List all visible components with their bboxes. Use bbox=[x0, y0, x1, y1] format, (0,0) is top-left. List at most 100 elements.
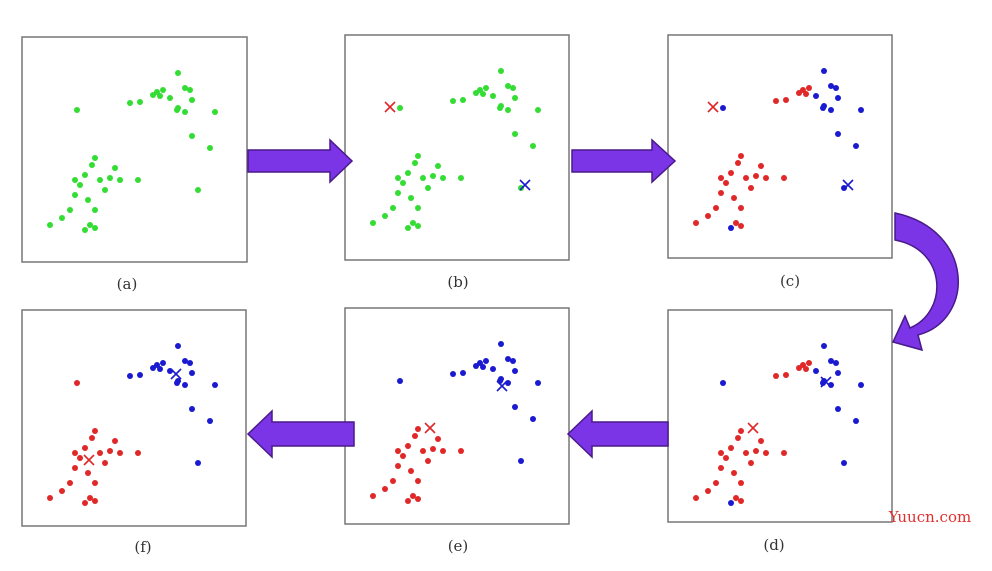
dot bbox=[763, 450, 769, 456]
dot bbox=[397, 105, 403, 111]
dot bbox=[390, 205, 396, 211]
dot bbox=[405, 443, 411, 449]
dot bbox=[720, 105, 726, 111]
dot bbox=[412, 160, 418, 166]
dot bbox=[415, 205, 421, 211]
dot bbox=[480, 364, 486, 370]
dot bbox=[390, 478, 396, 484]
panel-label: (a) bbox=[117, 275, 138, 293]
dot bbox=[189, 370, 195, 376]
dot bbox=[157, 366, 163, 372]
dot bbox=[400, 180, 406, 186]
dot bbox=[853, 143, 859, 149]
dot bbox=[408, 468, 414, 474]
dot bbox=[535, 107, 541, 113]
dot bbox=[713, 205, 719, 211]
dot bbox=[728, 445, 734, 451]
dots bbox=[47, 68, 864, 506]
dot bbox=[440, 448, 446, 454]
dot bbox=[803, 366, 809, 372]
dot bbox=[72, 450, 78, 456]
dot bbox=[828, 107, 834, 113]
dot bbox=[82, 172, 88, 178]
watermark: Yuucn.com bbox=[888, 508, 971, 526]
dot bbox=[483, 358, 489, 364]
dot bbox=[107, 175, 113, 181]
panel-label: (d) bbox=[763, 536, 784, 554]
dot bbox=[497, 105, 503, 111]
dot bbox=[733, 220, 739, 226]
dot bbox=[483, 85, 489, 91]
dot bbox=[853, 418, 859, 424]
dot bbox=[370, 220, 376, 226]
dot bbox=[738, 153, 744, 159]
dot bbox=[833, 360, 839, 366]
dot bbox=[87, 495, 93, 501]
centroid bbox=[170, 368, 182, 380]
dot bbox=[773, 98, 779, 104]
dot bbox=[530, 143, 536, 149]
dot bbox=[127, 373, 133, 379]
dot bbox=[505, 107, 511, 113]
dot bbox=[758, 438, 764, 444]
dot bbox=[518, 458, 524, 464]
dot bbox=[382, 213, 388, 219]
dot bbox=[748, 185, 754, 191]
centroid bbox=[384, 101, 396, 113]
panel-label: (e) bbox=[448, 537, 469, 555]
dot bbox=[738, 205, 744, 211]
dot bbox=[175, 70, 181, 76]
dot bbox=[435, 163, 441, 169]
dot bbox=[806, 360, 812, 366]
dot bbox=[420, 448, 426, 454]
dot bbox=[473, 363, 479, 369]
dot bbox=[92, 155, 98, 161]
panel-label: (b) bbox=[447, 273, 468, 291]
dot bbox=[127, 100, 133, 106]
dot bbox=[731, 470, 737, 476]
dot bbox=[92, 480, 98, 486]
dot bbox=[182, 85, 188, 91]
dot bbox=[207, 145, 213, 151]
dot bbox=[535, 380, 541, 386]
dot bbox=[92, 498, 98, 504]
dot bbox=[512, 404, 518, 410]
dot bbox=[813, 93, 819, 99]
dot bbox=[512, 368, 518, 374]
dot bbox=[723, 180, 729, 186]
dot bbox=[728, 225, 734, 231]
dot bbox=[835, 370, 841, 376]
dot bbox=[405, 225, 411, 231]
dot bbox=[835, 131, 841, 137]
dot bbox=[440, 175, 446, 181]
dot bbox=[89, 435, 95, 441]
dot bbox=[415, 496, 421, 502]
dot bbox=[370, 493, 376, 499]
dot bbox=[718, 175, 724, 181]
dot bbox=[738, 223, 744, 229]
dot bbox=[72, 465, 78, 471]
dot bbox=[400, 453, 406, 459]
dot bbox=[693, 495, 699, 501]
panel-box bbox=[344, 307, 570, 525]
dot bbox=[92, 428, 98, 434]
dot bbox=[835, 406, 841, 412]
dot bbox=[74, 107, 80, 113]
dot bbox=[473, 90, 479, 96]
dot bbox=[160, 360, 166, 366]
dot bbox=[67, 480, 73, 486]
dot bbox=[82, 445, 88, 451]
dot bbox=[395, 448, 401, 454]
dot bbox=[738, 480, 744, 486]
dot bbox=[425, 458, 431, 464]
dot bbox=[731, 195, 737, 201]
dot bbox=[718, 190, 724, 196]
dot bbox=[89, 162, 95, 168]
dot bbox=[728, 170, 734, 176]
dot bbox=[174, 107, 180, 113]
dot bbox=[87, 222, 93, 228]
panel-box bbox=[21, 36, 248, 263]
dot bbox=[490, 366, 496, 372]
dot bbox=[458, 175, 464, 181]
dot bbox=[395, 463, 401, 469]
